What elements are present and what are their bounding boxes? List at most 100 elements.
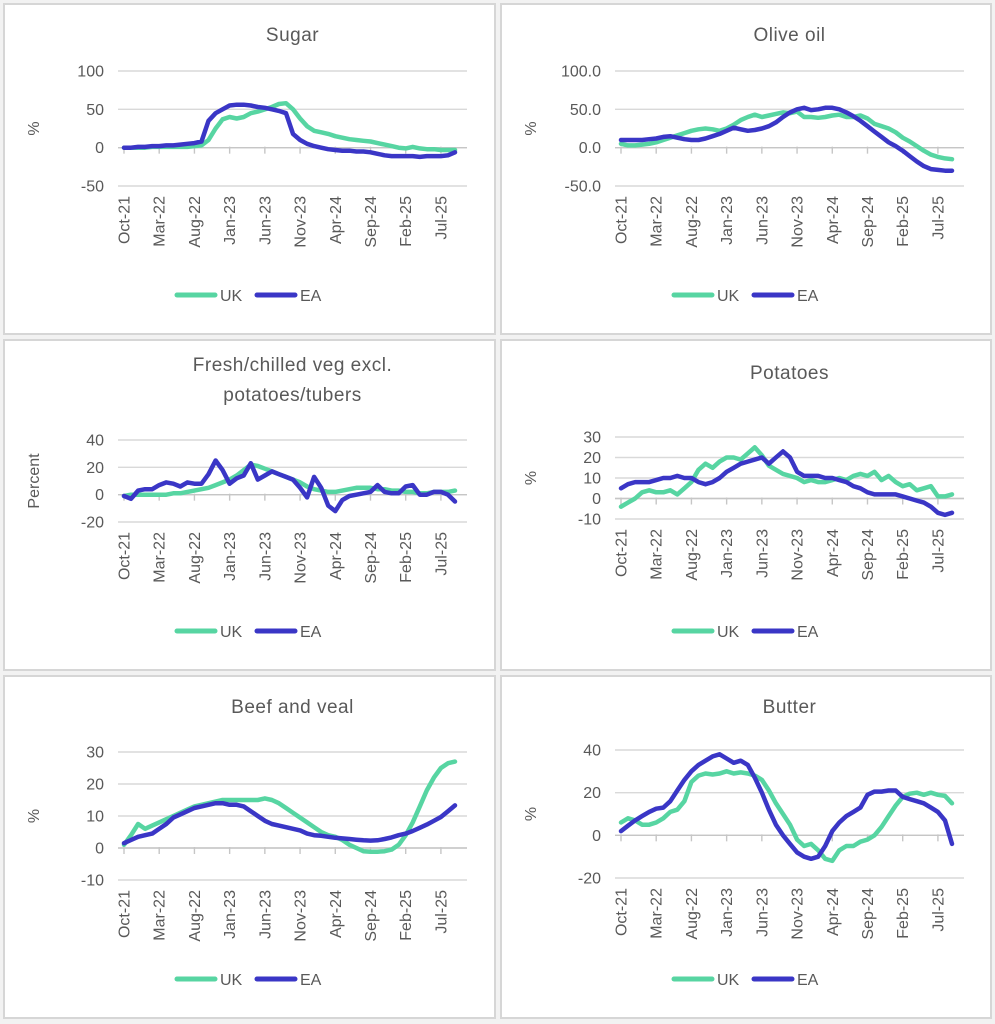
x-tick-label: Feb-25 bbox=[398, 890, 415, 941]
x-tick-label: Nov-23 bbox=[789, 196, 806, 248]
chart-title: Butter bbox=[762, 697, 816, 718]
x-tick-label: Aug-22 bbox=[187, 890, 204, 942]
legend-uk-label: UK bbox=[717, 624, 740, 641]
y-axis-title: Percent bbox=[26, 453, 43, 509]
x-tick-label: Nov-23 bbox=[789, 529, 806, 581]
beef-and-veal-chart: Beef and veal 30 20 10 0 -10% Oct-21 Mar-22 Aug-… bbox=[26, 697, 467, 989]
y-tick-label: 100.0 bbox=[560, 64, 600, 81]
uk-line bbox=[121, 759, 458, 855]
x-tick-label: Jan-23 bbox=[719, 529, 736, 578]
sugar-chart: Sugar 100 50 0 -50% Oct-21 Mar-22 Aug-22 Jan-23 J… bbox=[26, 25, 467, 305]
chart-title: potatoes/tubers bbox=[223, 385, 361, 406]
gridlines bbox=[614, 70, 964, 187]
x-tick-label: Nov-23 bbox=[789, 888, 806, 940]
legend: UK EA bbox=[174, 288, 322, 305]
x-tick-label: Mar-22 bbox=[648, 529, 665, 580]
x-tick-label: Jun-23 bbox=[754, 888, 771, 937]
y-tick-label: 10 bbox=[86, 809, 104, 826]
y-tick-label: 0 bbox=[95, 487, 104, 504]
x-tick-label: Jan-23 bbox=[222, 890, 239, 939]
ea-line bbox=[121, 800, 458, 846]
y-tick-label: 0.0 bbox=[578, 140, 600, 157]
x-tick-label: Feb-25 bbox=[398, 196, 415, 247]
legend-uk-label: UK bbox=[717, 972, 740, 989]
y-tick-label: 10 bbox=[583, 471, 601, 488]
x-tick-label: Apr-24 bbox=[824, 529, 841, 577]
x-tick-label: Feb-25 bbox=[895, 888, 912, 939]
chart-panel-olive-oil: Olive oil 100.0 50.0 0.0 -50.0% Oct-21 Mar-22 A… bbox=[499, 3, 992, 335]
y-axis-title: % bbox=[523, 471, 540, 485]
x-tick-label: Jul-25 bbox=[433, 890, 450, 934]
y-tick-label: -20 bbox=[577, 871, 600, 888]
y-tick-label: 0 bbox=[95, 140, 104, 157]
x-tick-label: Jun-23 bbox=[754, 529, 771, 578]
y-tick-label: 20 bbox=[86, 460, 104, 477]
x-tick-label: Mar-22 bbox=[648, 196, 665, 247]
x-tick-label: Jul-25 bbox=[930, 888, 947, 932]
veg-chart: Fresh/chilled veg excl. potatoes/tubers 40… bbox=[26, 355, 467, 641]
y-tick-label: 40 bbox=[86, 433, 104, 450]
x-tick-label: Feb-25 bbox=[895, 529, 912, 580]
chart-title: Beef and veal bbox=[231, 697, 354, 718]
x-tick-label: Sep-24 bbox=[363, 196, 380, 248]
ea-line bbox=[618, 449, 954, 518]
y-tick-label: 100 bbox=[77, 64, 104, 81]
y-tick-label: 40 bbox=[583, 743, 601, 760]
uk-line bbox=[618, 769, 954, 864]
x-tick-label: Jul-25 bbox=[930, 529, 947, 573]
butter-chart: Butter 40 20 0 -20% Oct-21 Mar-22 Aug-22 Jan-23 J… bbox=[523, 697, 964, 989]
y-tick-label: 20 bbox=[583, 785, 601, 802]
x-tick-label: Jul-25 bbox=[930, 196, 947, 240]
legend: UK EA bbox=[174, 624, 322, 641]
y-tick-label: -10 bbox=[577, 512, 600, 529]
y-tick-label: 30 bbox=[86, 745, 104, 762]
legend: UK EA bbox=[671, 624, 819, 641]
x-tick-label: Aug-22 bbox=[683, 888, 700, 940]
x-tick-label: Feb-25 bbox=[398, 532, 415, 583]
x-tick-label: Oct-21 bbox=[613, 529, 630, 577]
ea-line bbox=[618, 105, 954, 173]
x-tick-label: Mar-22 bbox=[648, 888, 665, 939]
x-tick-label: Jan-23 bbox=[719, 196, 736, 245]
x-tick-label: Sep-24 bbox=[859, 529, 876, 581]
x-tick-label: Nov-23 bbox=[293, 196, 310, 248]
y-tick-label: 50 bbox=[86, 102, 104, 119]
y-tick-label: -50.0 bbox=[564, 179, 601, 196]
y-axis-title: % bbox=[523, 807, 540, 821]
chart-panel-butter: Butter 40 20 0 -20% Oct-21 Mar-22 Aug-22 Jan-23 J… bbox=[499, 675, 992, 1019]
x-tick-label: Jun-23 bbox=[257, 890, 274, 939]
olive-oil-chart: Olive oil 100.0 50.0 0.0 -50.0% Oct-21 Mar-22 A… bbox=[523, 25, 964, 305]
x-tick-label: Jan-23 bbox=[222, 196, 239, 245]
chart-title: Potatoes bbox=[750, 363, 829, 384]
legend-uk-label: UK bbox=[220, 624, 243, 641]
legend-uk-label: UK bbox=[220, 288, 243, 305]
x-tick-label: Apr-24 bbox=[824, 196, 841, 244]
x-tick-label: Sep-24 bbox=[859, 888, 876, 940]
x-tick-label: Sep-24 bbox=[859, 196, 876, 248]
chart-title: Fresh/chilled veg excl. bbox=[193, 355, 392, 376]
x-tick-label: Jun-23 bbox=[754, 196, 771, 245]
x-axis bbox=[118, 847, 467, 854]
ea-line bbox=[618, 752, 954, 862]
x-tick-label: Oct-21 bbox=[613, 196, 630, 244]
legend-uk-label: UK bbox=[717, 288, 740, 305]
legend-ea-label: EA bbox=[797, 624, 819, 641]
y-axis-title: % bbox=[523, 121, 540, 135]
legend: UK EA bbox=[671, 972, 818, 989]
legend-ea-label: EA bbox=[300, 624, 322, 641]
y-axis-title: % bbox=[26, 809, 43, 823]
y-tick-label: -50 bbox=[81, 179, 104, 196]
x-tick-label: Aug-22 bbox=[683, 529, 700, 581]
legend: UK EA bbox=[671, 288, 819, 305]
legend: UK EA bbox=[174, 972, 322, 989]
x-tick-label: Aug-22 bbox=[187, 532, 204, 584]
x-tick-label: Nov-23 bbox=[293, 890, 310, 942]
chart-panel-veg: Fresh/chilled veg excl. potatoes/tubers 40… bbox=[3, 339, 496, 671]
legend-ea-label: EA bbox=[300, 288, 322, 305]
y-tick-label: 30 bbox=[583, 430, 601, 447]
legend-ea-label: EA bbox=[797, 288, 819, 305]
x-tick-label: Jan-23 bbox=[719, 888, 736, 937]
x-tick-label: Apr-24 bbox=[328, 890, 345, 938]
y-tick-label: 20 bbox=[583, 450, 601, 467]
x-tick-label: Jun-23 bbox=[257, 196, 274, 245]
